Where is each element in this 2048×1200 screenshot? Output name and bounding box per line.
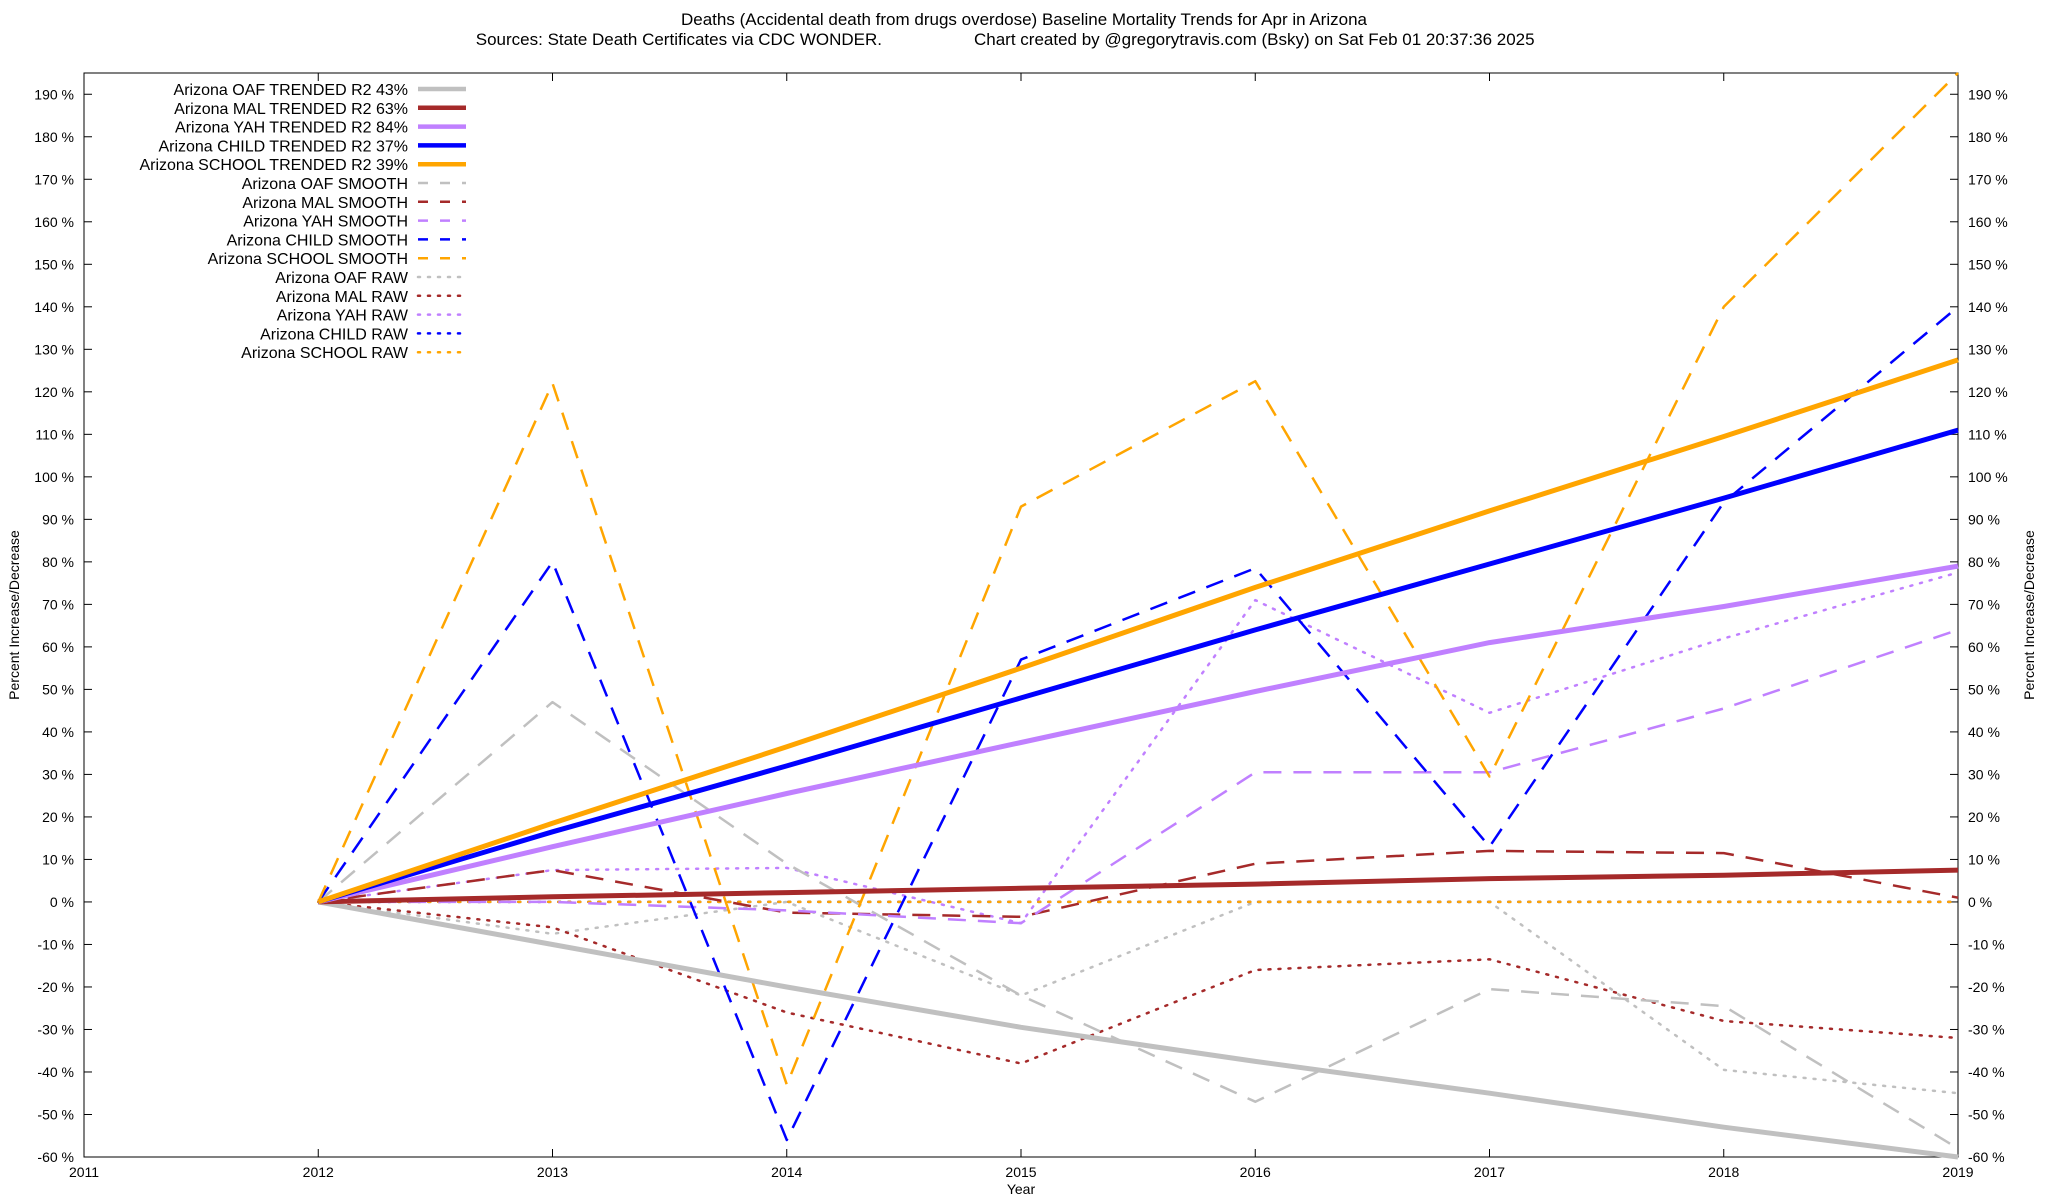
y-tick-label-left: 130 % bbox=[34, 341, 74, 357]
y-tick-label-right: 90 % bbox=[1968, 511, 2000, 527]
series-line bbox=[318, 628, 1959, 925]
y-tick-label-left: -60 % bbox=[37, 1149, 74, 1165]
x-tick-label: 2016 bbox=[1240, 1164, 1271, 1180]
legend-label: Arizona OAF TRENDED R2 43% bbox=[174, 82, 408, 99]
legend-label: Arizona CHILD TRENDED R2 37% bbox=[158, 138, 408, 155]
legend-label: Arizona YAH TRENDED R2 84% bbox=[175, 120, 408, 137]
y-tick-label-left: 180 % bbox=[34, 129, 74, 145]
series-lines bbox=[317, 72, 1960, 1160]
series-line bbox=[317, 563, 1959, 905]
y-tick-label-right: -50 % bbox=[1968, 1106, 2005, 1122]
y-axis-label-left: Percent Increase/Decrease bbox=[6, 530, 22, 700]
x-tick-label: 2014 bbox=[771, 1164, 802, 1180]
legend-label: Arizona MAL SMOOTH bbox=[242, 195, 408, 212]
y-tick-label-right: 190 % bbox=[1968, 86, 2008, 102]
y-tick-label-left: 60 % bbox=[42, 639, 74, 655]
y-tick-label-left: 10 % bbox=[42, 851, 74, 867]
legend-label: Arizona YAH SMOOTH bbox=[243, 214, 408, 231]
y-tick-label-right: 50 % bbox=[1968, 681, 2000, 697]
y-tick-label-right: 120 % bbox=[1968, 384, 2008, 400]
y-tick-label-left: -20 % bbox=[37, 979, 74, 995]
series-line bbox=[317, 571, 1960, 925]
y-tick-label-left: -10 % bbox=[37, 936, 74, 952]
y-tick-label-right: 0 % bbox=[1968, 894, 1992, 910]
chart-subtitle-sources: Sources: State Death Certificates via CD… bbox=[476, 30, 882, 49]
y-tick-label-left: 100 % bbox=[34, 469, 74, 485]
series-line bbox=[317, 357, 1959, 905]
y-tick-label-right: 20 % bbox=[1968, 809, 2000, 825]
legend-label: Arizona OAF RAW bbox=[275, 270, 409, 287]
y-tick-label-right: 70 % bbox=[1968, 596, 2000, 612]
x-tick-label: 2013 bbox=[537, 1164, 568, 1180]
y-tick-label-left: 110 % bbox=[35, 426, 74, 442]
y-tick-label-left: 170 % bbox=[34, 171, 74, 187]
x-tick-label: 2012 bbox=[303, 1164, 334, 1180]
legend-label: Arizona MAL RAW bbox=[276, 289, 409, 306]
y-tick-label-left: -50 % bbox=[37, 1106, 74, 1122]
y-tick-label-right: 80 % bbox=[1968, 554, 2000, 570]
y-tick-label-right: 110 % bbox=[1968, 426, 2007, 442]
y-tick-label-right: -60 % bbox=[1968, 1149, 2005, 1165]
legend-label: Arizona MAL TRENDED R2 63% bbox=[174, 101, 408, 118]
series-line bbox=[318, 849, 1959, 919]
legend-label: Arizona CHILD RAW bbox=[260, 326, 409, 343]
legend-label: Arizona SCHOOL SMOOTH bbox=[208, 251, 408, 268]
y-axis-label-right: Percent Increase/Decrease bbox=[2021, 530, 2037, 700]
y-tick-label-right: 150 % bbox=[1968, 256, 2008, 272]
x-tick-label: 2011 bbox=[69, 1164, 99, 1180]
series-line bbox=[317, 700, 1959, 1150]
y-tick-label-right: -30 % bbox=[1968, 1021, 2005, 1037]
x-tick-label: 2015 bbox=[1005, 1164, 1036, 1180]
chart-subtitle-credit: Chart created by @gregorytravis.com (Bsk… bbox=[974, 30, 1535, 49]
y-tick-label-left: 50 % bbox=[42, 681, 74, 697]
y-tick-label-right: 40 % bbox=[1968, 724, 2000, 740]
series-line bbox=[317, 900, 1960, 1065]
x-axis-label: Year bbox=[1007, 1181, 1036, 1197]
y-tick-label-right: -20 % bbox=[1968, 979, 2005, 995]
y-tick-label-right: 100 % bbox=[1968, 469, 2008, 485]
series-line bbox=[317, 899, 1959, 1160]
series-line bbox=[317, 427, 1959, 905]
y-tick-label-left: 140 % bbox=[34, 299, 74, 315]
y-tick-label-left: 30 % bbox=[42, 766, 74, 782]
y-tick-label-left: 160 % bbox=[34, 214, 74, 230]
y-tick-label-right: -10 % bbox=[1968, 936, 2005, 952]
y-tick-label-right: 180 % bbox=[1968, 129, 2008, 145]
legend-label: Arizona SCHOOL TRENDED R2 39% bbox=[139, 157, 408, 174]
y-tick-label-left: 120 % bbox=[34, 384, 74, 400]
y-tick-label-right: 130 % bbox=[1968, 341, 2008, 357]
y-tick-label-left: 20 % bbox=[42, 809, 74, 825]
y-tick-label-left: -30 % bbox=[37, 1021, 74, 1037]
y-tick-label-left: 80 % bbox=[42, 554, 74, 570]
y-tick-label-right: 140 % bbox=[1968, 299, 2008, 315]
legend-label: Arizona YAH RAW bbox=[277, 308, 409, 325]
y-tick-label-left: 70 % bbox=[42, 596, 74, 612]
series-line bbox=[317, 72, 1959, 1086]
y-tick-label-left: -40 % bbox=[37, 1064, 74, 1080]
x-tick-label: 2018 bbox=[1708, 1164, 1739, 1180]
axis-ticks: 2011 2012 2013 2014 2015 2016 2017 2018 2019-60 … bbox=[34, 73, 2008, 1180]
y-tick-label-right: 10 % bbox=[1968, 851, 2000, 867]
legend-label: Arizona OAF SMOOTH bbox=[242, 176, 408, 193]
y-tick-label-right: 30 % bbox=[1968, 766, 2000, 782]
legend-label: Arizona CHILD SMOOTH bbox=[227, 232, 408, 249]
y-tick-label-right: 60 % bbox=[1968, 639, 2000, 655]
legend: Arizona OAF TRENDED R2 43% Arizona MAL TR… bbox=[139, 82, 468, 362]
legend-label: Arizona SCHOOL RAW bbox=[241, 345, 409, 362]
x-tick-label: 2019 bbox=[1942, 1164, 1973, 1180]
series-line bbox=[318, 867, 1959, 905]
x-tick-label: 2017 bbox=[1474, 1164, 1505, 1180]
y-tick-label-right: 160 % bbox=[1968, 214, 2008, 230]
y-tick-label-right: 170 % bbox=[1968, 171, 2008, 187]
series-line bbox=[317, 305, 1959, 1142]
y-tick-label-left: 40 % bbox=[42, 724, 74, 740]
series-line bbox=[317, 900, 1960, 1095]
y-tick-label-left: 190 % bbox=[34, 86, 74, 102]
y-tick-label-left: 0 % bbox=[50, 894, 74, 910]
y-tick-label-right: -40 % bbox=[1968, 1064, 2005, 1080]
y-tick-label-left: 150 % bbox=[34, 256, 74, 272]
chart-title: Deaths (Accidental death from drugs over… bbox=[681, 10, 1368, 29]
y-tick-label-left: 90 % bbox=[42, 511, 74, 527]
